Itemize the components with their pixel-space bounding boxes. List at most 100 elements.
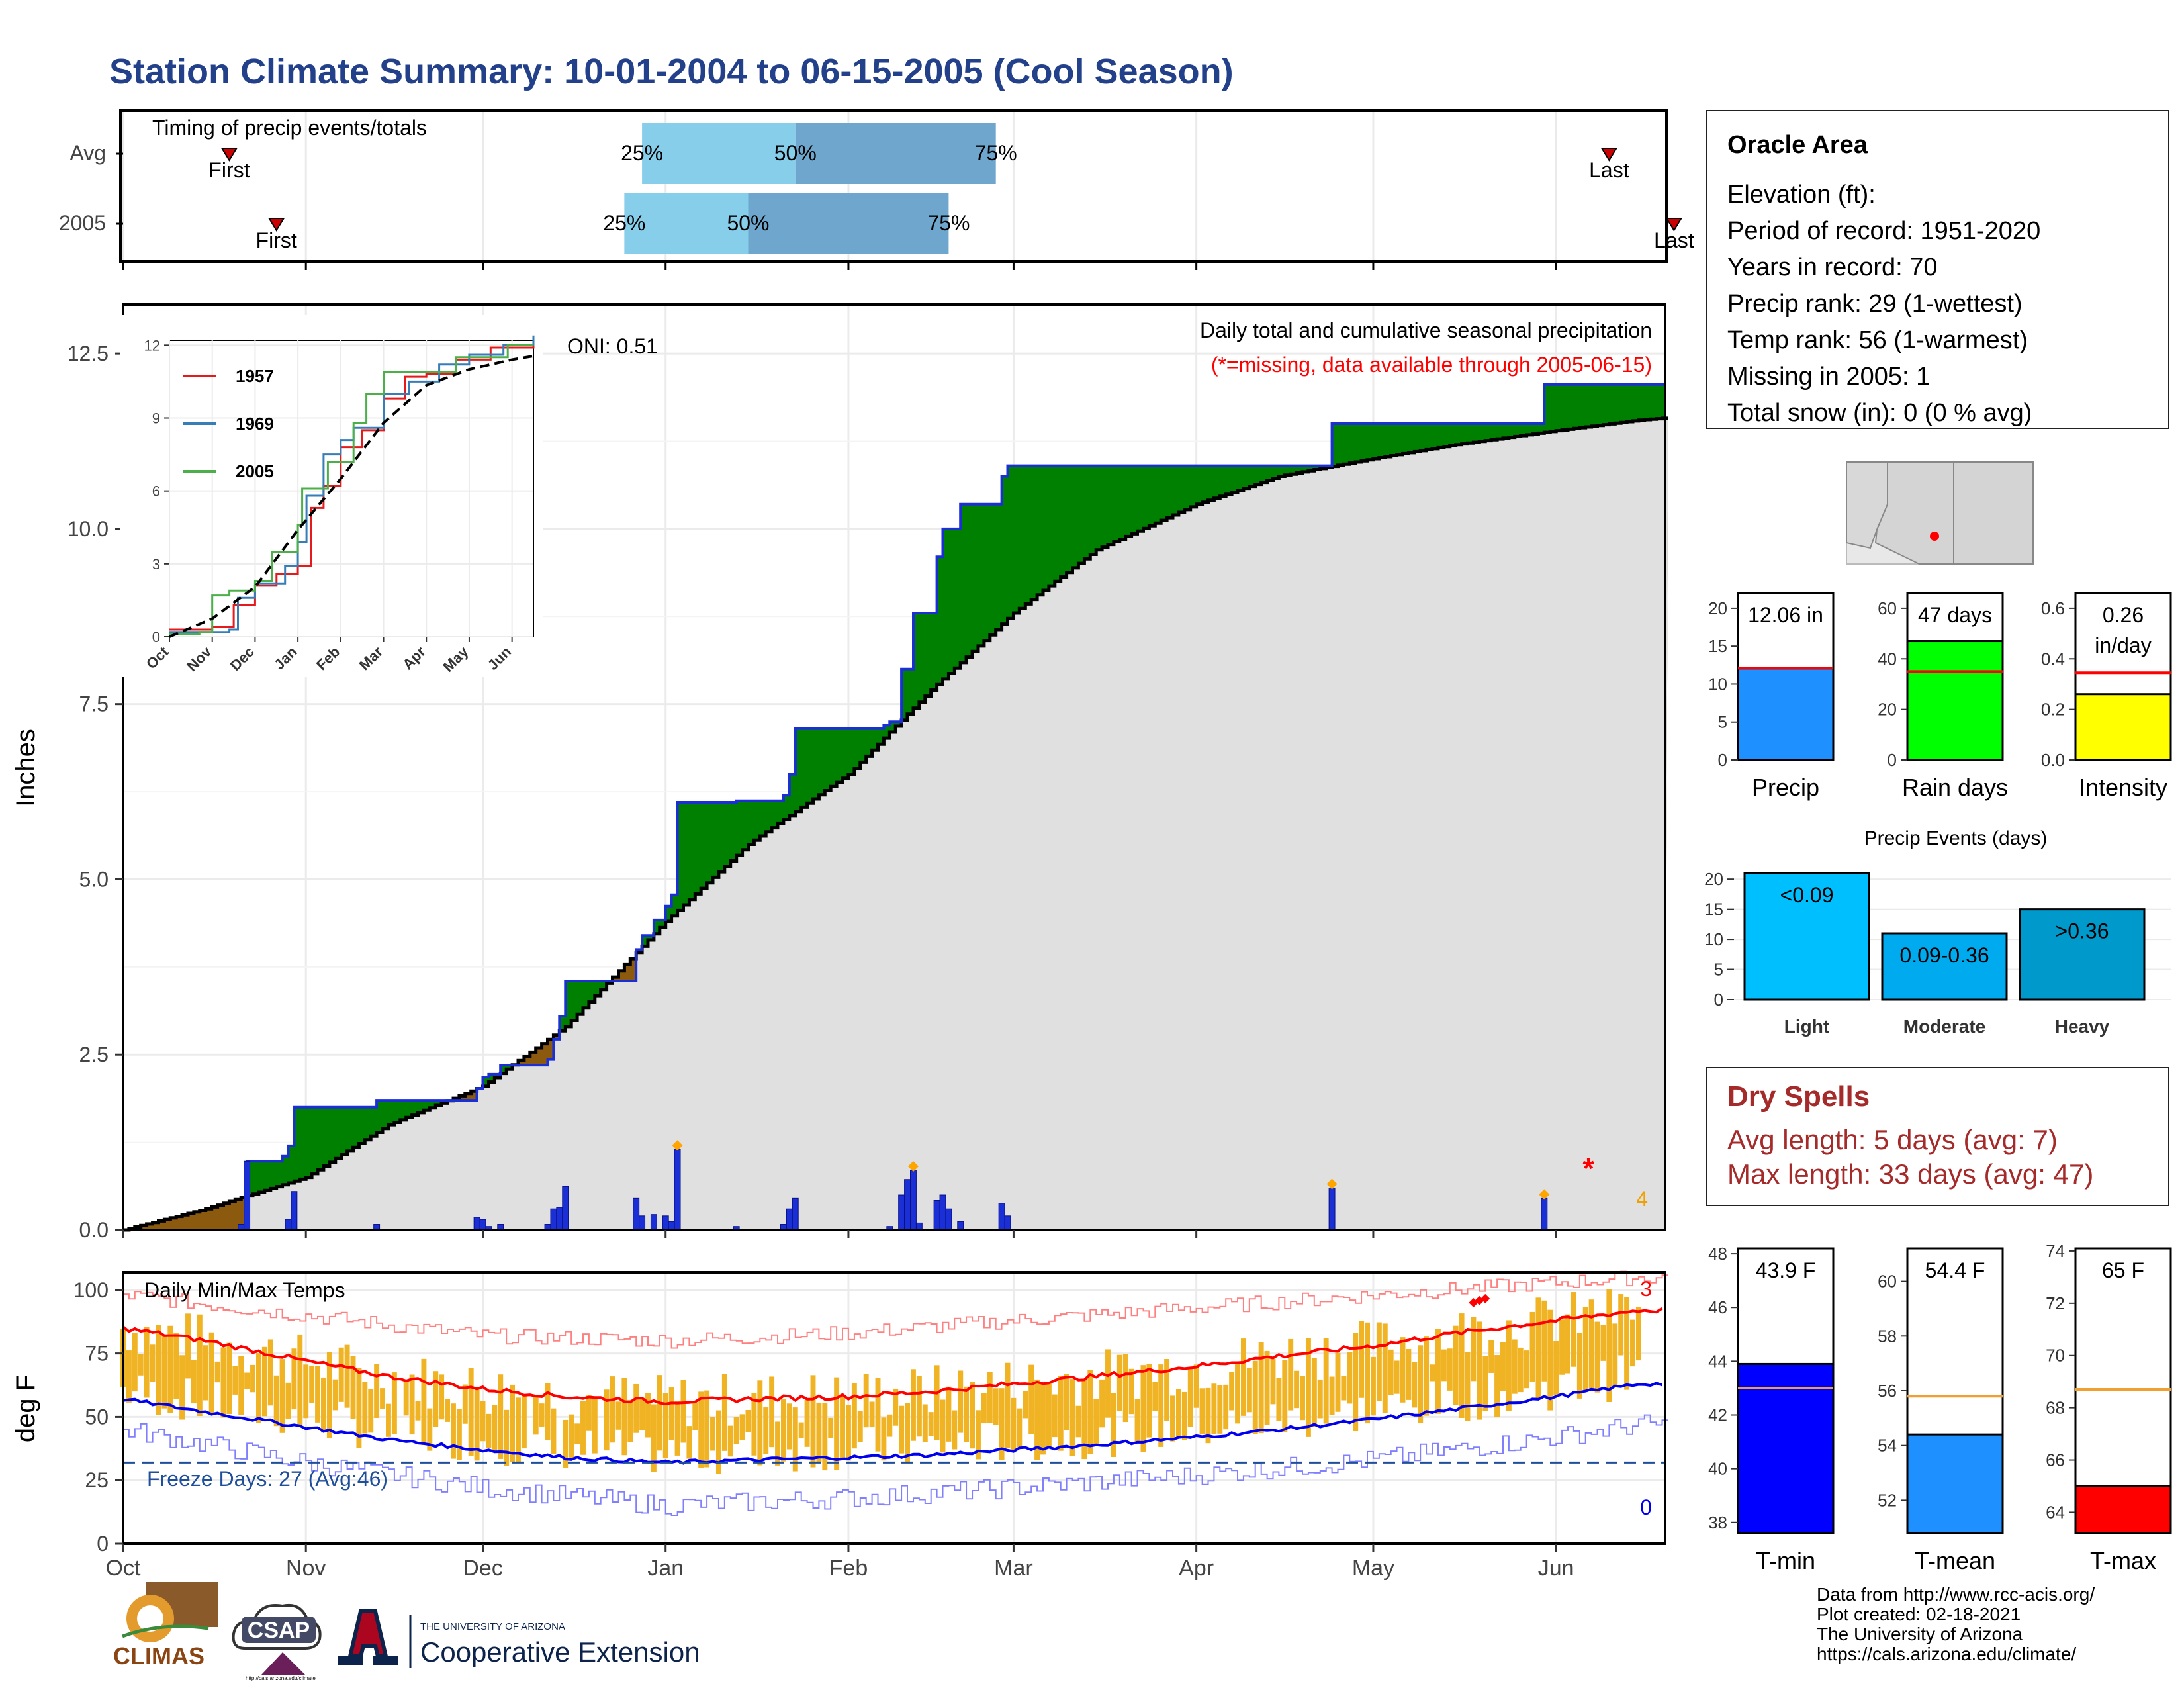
daily-temp-bar <box>869 1401 875 1428</box>
daily-temp-bar <box>1477 1321 1482 1420</box>
daily-temp-bar <box>421 1358 427 1446</box>
timing-bars: 25% 50% 75% First Last 25% 50% 75% First Last <box>116 123 1694 254</box>
temp-panel-title: Daily Min/Max Temps <box>144 1278 345 1302</box>
daily-temp-bar <box>739 1414 745 1440</box>
season-total-bars: 0 5 10 15 20 12.06 in Precip 0 20 40 60 47 days Rain… <box>1708 592 2172 801</box>
small-bar-category-label: Rain days <box>1902 774 2008 801</box>
small-bar-value-label: 47 days <box>1918 603 1992 627</box>
credits: Data from http://www.rcc-acis.org/ Plot … <box>1817 1585 2095 1664</box>
inset-series-line <box>169 344 533 635</box>
daily-precip-bar <box>285 1219 292 1231</box>
daily-temp-bar <box>545 1383 551 1440</box>
daily-temp-bar <box>391 1372 397 1434</box>
daily-temp-bar <box>173 1333 179 1399</box>
station-info-box: Oracle Area Elevation (ft): Period of re… <box>1706 110 2169 429</box>
timing-marker-label: Last <box>1589 158 1629 182</box>
daily-temp-bar <box>1576 1333 1582 1399</box>
daily-temp-bar <box>1370 1356 1376 1416</box>
daily-temp-bar <box>232 1366 238 1395</box>
daily-precip-bar <box>650 1214 657 1231</box>
timing-row-avg-label: Avg <box>69 141 106 165</box>
small-bar-category-label: T-mean <box>1915 1547 1995 1574</box>
station-name: Oracle Area <box>1727 131 1868 159</box>
daily-temp-bar <box>1424 1336 1430 1416</box>
daily-temp-bar <box>1353 1333 1359 1432</box>
daily-temp-bar <box>1471 1317 1477 1382</box>
inset-legend: 1957 1969 2005 <box>183 366 274 481</box>
small-bar-value-label-2: in/day <box>2095 633 2151 657</box>
month-axis: Oct Nov Dec Jan Feb Mar Apr May Jun <box>106 1544 1574 1581</box>
event-count: 4 <box>1636 1187 1648 1211</box>
location-map <box>1846 461 2034 565</box>
daily-temp-bar <box>1099 1379 1105 1428</box>
inset-y-tick-label: 3 <box>152 556 160 573</box>
daily-temp-bar <box>415 1401 421 1421</box>
daily-temp-bar <box>1300 1376 1305 1421</box>
daily-temp-bar <box>1418 1345 1424 1423</box>
credit-source: Data from http://www.rcc-acis.org/ <box>1817 1584 2095 1605</box>
daily-temp-bar <box>191 1360 197 1404</box>
daily-temp-bar <box>1512 1339 1518 1394</box>
daily-temp-bar <box>1529 1311 1535 1382</box>
daily-temp-bar <box>362 1382 368 1434</box>
daily-temp-bar <box>845 1405 851 1461</box>
event-marker <box>1539 1189 1550 1200</box>
daily-temp-bar <box>1335 1352 1341 1412</box>
daily-temp-bar <box>303 1364 309 1419</box>
daily-precip-bars <box>238 1149 1548 1231</box>
dry-spells-box: Dry Spells Avg length: 5 days (avg: 7) M… <box>1706 1067 2169 1206</box>
events-bar-label: >0.36 <box>2056 919 2109 943</box>
daily-temp-bar <box>326 1352 332 1438</box>
daily-precip-bar <box>898 1194 905 1231</box>
daily-temp-bar <box>226 1342 232 1415</box>
station-elevation: Elevation (ft): <box>1727 181 1876 209</box>
month-tick-label: May <box>1352 1556 1394 1581</box>
small-bar-value <box>1906 1433 2004 1534</box>
events-category-label: Heavy <box>2055 1016 2110 1037</box>
ua-top-text: THE UNIVERSITY OF ARIZONA <box>420 1621 565 1632</box>
events-category-label: Light <box>1784 1016 1829 1037</box>
daily-temp-bar <box>763 1407 769 1454</box>
record-max-line <box>123 1270 1668 1349</box>
daily-temp-bar <box>338 1347 344 1402</box>
small-bar-y-tick-label: 0.4 <box>2041 649 2065 669</box>
daily-precip-bar <box>939 1194 946 1231</box>
precip-y-tick-label: 7.5 <box>79 692 109 716</box>
events-y-tick-label: 15 <box>1704 900 1723 919</box>
daily-precip-bar <box>904 1179 911 1231</box>
timing-marker <box>267 218 285 232</box>
precip-panel-frame <box>122 303 1666 1231</box>
daily-temp-bar <box>1152 1382 1158 1411</box>
daily-temp-bar <box>680 1380 686 1443</box>
temperature-panel: 0 25 50 75 100 Oct Nov Dec Jan Feb Mar Apr May Jun d… <box>11 1270 1668 1581</box>
daily-temp-bar <box>1276 1378 1282 1421</box>
daily-temp-bar <box>780 1399 786 1462</box>
daily-temp-bar <box>698 1391 704 1468</box>
daily-precip-bar <box>662 1215 669 1231</box>
daily-temp-bar <box>309 1365 315 1403</box>
daily-temp-bar <box>940 1399 946 1453</box>
daily-temp-bar <box>1382 1323 1388 1413</box>
daily-temp-bar <box>356 1368 362 1448</box>
daily-temp-bar <box>1459 1313 1465 1418</box>
daily-temp-bar <box>651 1404 657 1472</box>
small-bar-category-label: Intensity <box>2079 774 2167 801</box>
daily-temp-bar <box>156 1325 161 1415</box>
daily-temp-bar <box>786 1403 792 1450</box>
daily-temp-bar <box>769 1376 775 1448</box>
small-bar-y-tick-label: 44 <box>1708 1351 1727 1371</box>
event-markers <box>672 1140 1550 1200</box>
season-temperature-bars: 38 40 42 44 46 48 43.9 F T-min 52 54 56 58 60 54.4 F T… <box>1708 1241 2172 1574</box>
daily-temp-bar <box>1518 1347 1524 1393</box>
small-bar-y-tick-label: 68 <box>2046 1398 2065 1418</box>
daily-temp-bar <box>639 1397 645 1430</box>
record-high-count: 3 <box>1640 1277 1652 1301</box>
daily-temp-bar <box>946 1386 952 1442</box>
map-newmexico <box>1953 461 2034 565</box>
daily-temp-bar <box>1488 1340 1494 1373</box>
events-title: Precip Events (days) <box>1864 827 2048 849</box>
daily-temp-bar <box>1175 1389 1181 1438</box>
daily-temp-bar <box>981 1393 987 1424</box>
timing-marker <box>1600 148 1618 162</box>
daily-temp-bar <box>1441 1349 1447 1382</box>
